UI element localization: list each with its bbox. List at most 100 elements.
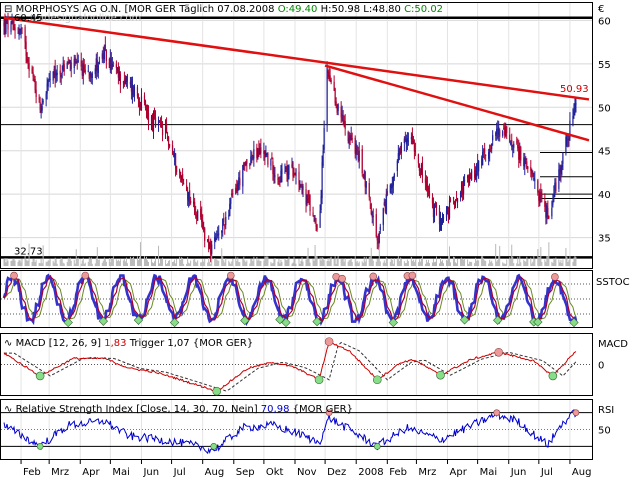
candle-body [181,175,183,180]
candle-body [445,210,448,218]
rsi-line-path [3,409,577,455]
price-y-tick: 60 [598,16,611,27]
candle-body [195,214,197,216]
candle-body [27,58,29,62]
price-trendline [3,16,590,101]
price-candles [3,12,577,263]
candle-body [417,154,420,164]
high-value: H:50.98 [321,4,361,15]
candle-body [420,164,423,173]
last-value-label: 50.93 [560,84,589,95]
candle-body [203,229,205,231]
rsi-header: ∿ Relative Strength Index [Close, 14, 30… [4,404,353,415]
x-axis: Feb Mrz Apr Mai Jun Jul Aug Sep Okt Nov Dez 2008 Feb… [20,460,591,478]
stochastic-high-marker [551,273,559,281]
candle-body [461,184,464,195]
candle-body [81,68,83,76]
candle-body [88,72,90,79]
candle-body [370,203,372,215]
candle-body [47,79,49,87]
candle-body [122,81,125,83]
candle-body [382,208,384,225]
candle-body [431,197,434,204]
macd-high-marker [324,337,334,346]
candle-body [356,146,358,154]
stochastic-lines [2,271,578,328]
candle-body [91,73,93,78]
x-axis-label: 2008 [358,467,383,478]
candle-body [399,148,401,154]
candle-body [108,58,110,68]
rsi-axis-label: RSI [598,405,614,416]
candle-body [270,158,272,166]
x-axis-label: Jun [510,467,527,478]
candle-body [344,121,346,129]
candle-body [157,121,160,126]
candle-body [340,107,342,118]
candle-body [152,116,155,132]
candle-body [52,71,54,81]
candle-body [118,71,120,81]
candle-body [126,75,129,82]
candle-body [66,62,68,69]
open-value: O:49.40 [278,4,318,15]
candle-body [481,158,483,166]
candle-body [320,195,322,210]
candle-body [326,67,328,126]
candle-body [190,200,192,204]
candle-body [75,61,77,64]
candle-body [315,223,317,227]
candle-body [363,172,365,179]
candle-body [469,177,472,178]
candle-body [375,214,377,237]
candle-body [245,161,247,166]
candle-body [132,86,135,95]
candle-body [84,69,86,73]
candle-body [221,230,223,233]
candle-body [312,212,314,216]
candle-body [398,149,400,156]
candle-body [34,78,36,90]
candle-body [249,163,251,167]
candle-body [167,136,170,146]
price-panel[interactable] [0,2,593,269]
candle-body [405,138,407,145]
candle-body [343,120,345,124]
candle-body [225,216,227,226]
candle-body [309,195,311,212]
candle-body [412,141,414,143]
candle-body [263,150,265,154]
watermark: tradesignalonline.com [30,13,141,24]
candle-body [24,27,26,43]
candle-body [485,155,487,156]
candle-body [196,214,198,219]
candle-body [281,168,283,174]
candle-body [539,192,541,204]
candle-body [171,145,174,154]
candle-body [59,70,61,75]
x-axis-label: Sep [236,467,255,478]
candle-body [21,27,23,29]
candle-body [158,122,161,123]
candle-body [372,215,374,218]
candle-body [130,79,133,92]
candle-body [280,170,282,183]
stochastic-low-marker [569,317,579,328]
candle-body [150,117,153,126]
candle-body [165,125,168,134]
candle-body [295,168,297,177]
candle-body [491,143,493,150]
stochastic-low-marker [240,315,250,326]
candle-body [179,170,181,173]
candle-body [201,213,203,222]
candle-body [305,189,307,205]
candle-body [418,163,421,171]
stochastic-low-marker [63,317,73,328]
candle-body [224,225,226,227]
candle-body [272,161,274,175]
candle-body [376,237,378,241]
x-axis-label: Mrz [418,467,436,478]
candle-body [400,143,402,153]
candle-body [467,175,470,183]
candle-body [259,148,261,155]
